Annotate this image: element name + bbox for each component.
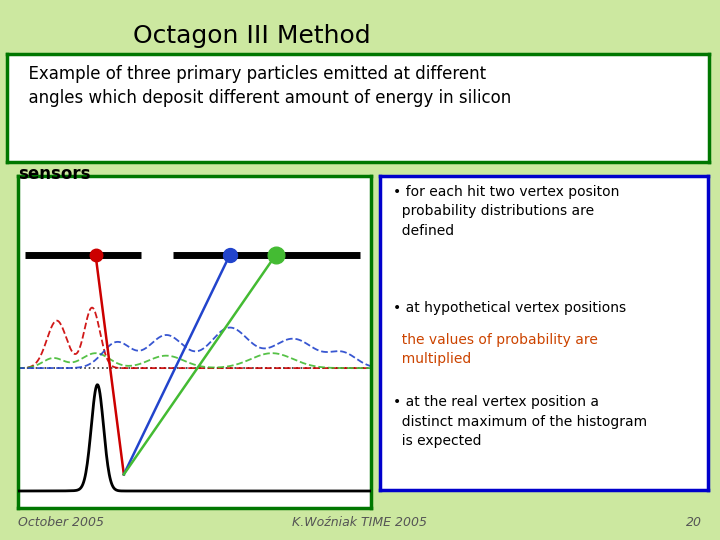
Text: October 2005: October 2005: [18, 516, 104, 529]
Text: Example of three primary particles emitted at different
  angles which deposit d: Example of three primary particles emitt…: [18, 65, 511, 107]
Text: sensors: sensors: [18, 165, 91, 183]
Text: Octagon III Method: Octagon III Method: [133, 24, 371, 48]
Text: • at the real vertex position a
  distinct maximum of the histogram
  is expecte: • at the real vertex position a distinct…: [393, 395, 647, 449]
Text: • for each hit two vertex positon
  probability distributions are
  defined: • for each hit two vertex positon probab…: [393, 185, 620, 238]
Text: K.Woźniak TIME 2005: K.Woźniak TIME 2005: [292, 516, 428, 529]
Text: the values of probability are
  multiplied: the values of probability are multiplied: [393, 333, 598, 366]
Text: • at hypothetical vertex positions: • at hypothetical vertex positions: [393, 301, 626, 315]
Text: 20: 20: [686, 516, 702, 529]
